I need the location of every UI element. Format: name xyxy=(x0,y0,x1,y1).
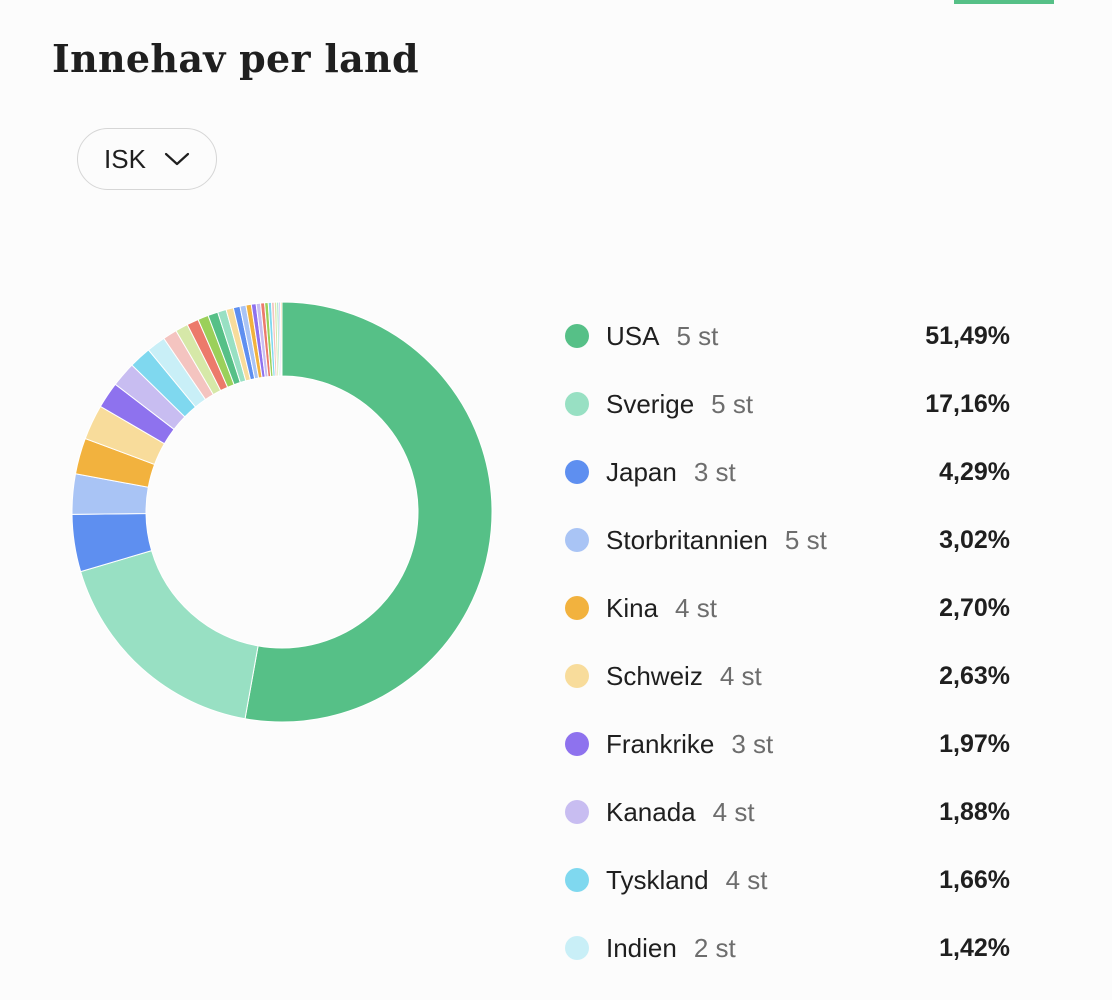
chart-legend: USA 5 st 51,49% Sverige 5 st 17,16% Japan 3 st 4… xyxy=(565,302,1010,982)
legend-country-name: USA xyxy=(606,320,660,351)
legend-percentage: 1,66% xyxy=(939,865,1010,894)
account-type-dropdown[interactable]: ISK xyxy=(77,128,217,190)
legend-country-name: Kanada xyxy=(606,796,696,827)
slice-sverige[interactable] xyxy=(80,549,259,720)
legend-percentage: 1,97% xyxy=(939,729,1010,758)
legend-country-name: Frankrike xyxy=(606,728,715,759)
top-accent-bar xyxy=(954,0,1054,4)
legend-country-name: Indien xyxy=(606,932,677,963)
legend-holding-count: 4 st xyxy=(725,864,768,895)
legend-country-name: Tyskland xyxy=(606,864,709,895)
slice-other-20[interactable] xyxy=(280,301,283,377)
legend-holding-count: 5 st xyxy=(784,524,827,555)
legend-item-sverige[interactable]: Sverige 5 st 17,16% xyxy=(565,370,1010,438)
legend-holding-count: 3 st xyxy=(731,728,774,759)
legend-item-storbritannien[interactable]: Storbritannien 5 st 3,02% xyxy=(565,506,1010,574)
legend-percentage: 1,42% xyxy=(939,933,1010,962)
legend-color-dot xyxy=(565,392,589,416)
legend-percentage: 1,88% xyxy=(939,797,1010,826)
legend-holding-count: 4 st xyxy=(675,592,717,623)
legend-color-dot xyxy=(565,664,589,688)
legend-percentage: 2,63% xyxy=(939,661,1010,690)
legend-color-dot xyxy=(565,800,589,824)
legend-item-indien[interactable]: Indien 2 st 1,42% xyxy=(565,914,1010,982)
legend-holding-count: 3 st xyxy=(693,456,736,487)
legend-holding-count: 5 st xyxy=(711,388,754,419)
legend-item-japan[interactable]: Japan 3 st 4,29% xyxy=(565,438,1010,506)
legend-color-dot xyxy=(565,460,589,484)
account-type-value: ISK xyxy=(104,143,146,174)
legend-holding-count: 2 st xyxy=(693,932,736,963)
legend-country-name: Kina xyxy=(606,592,659,623)
legend-color-dot xyxy=(565,732,589,756)
legend-percentage: 4,29% xyxy=(939,457,1010,486)
legend-color-dot xyxy=(565,868,589,892)
legend-item-tyskland[interactable]: Tyskland 4 st 1,66% xyxy=(565,846,1010,914)
legend-item-usa[interactable]: USA 5 st 51,49% xyxy=(565,302,1010,370)
legend-holding-count: 4 st xyxy=(719,660,762,691)
legend-holding-count: 5 st xyxy=(676,320,719,351)
legend-item-frankrike[interactable]: Frankrike 3 st 1,97% xyxy=(565,710,1010,778)
page-title: Innehav per land xyxy=(52,36,419,81)
country-donut-chart xyxy=(71,301,493,723)
legend-percentage: 2,70% xyxy=(939,593,1010,622)
legend-item-schweiz[interactable]: Schweiz 4 st 2,63% xyxy=(565,642,1010,710)
legend-color-dot xyxy=(565,596,589,620)
legend-holding-count: 4 st xyxy=(712,796,755,827)
legend-percentage: 3,02% xyxy=(939,525,1010,554)
legend-percentage: 51,49% xyxy=(925,321,1010,350)
legend-color-dot xyxy=(565,936,589,960)
legend-percentage: 17,16% xyxy=(925,389,1010,418)
legend-item-kanada[interactable]: Kanada 4 st 1,88% xyxy=(565,778,1010,846)
legend-color-dot xyxy=(565,324,589,348)
slice-usa[interactable] xyxy=(244,301,493,723)
legend-color-dot xyxy=(565,528,589,552)
legend-country-name: Sverige xyxy=(606,388,695,419)
legend-country-name: Schweiz xyxy=(606,660,703,691)
legend-country-name: Storbritannien xyxy=(606,524,768,555)
legend-country-name: Japan xyxy=(606,456,677,487)
legend-item-kina[interactable]: Kina 4 st 2,70% xyxy=(565,574,1010,642)
chevron-down-icon xyxy=(164,151,190,167)
